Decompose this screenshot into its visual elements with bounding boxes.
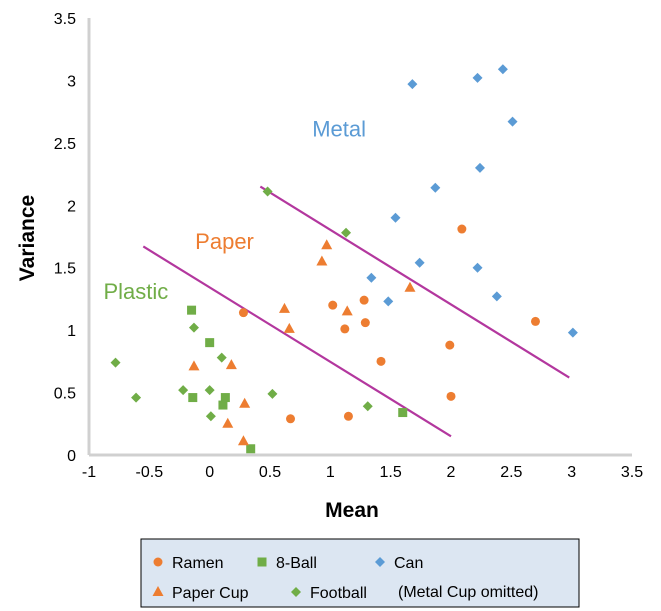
region-label-paper: Paper (195, 229, 254, 254)
point-paper-cup (316, 255, 328, 266)
y-tick-labels: 0 0.5 1 1.5 2 2.5 3 3.5 (54, 11, 76, 465)
x-tick-label: -1 (82, 464, 96, 481)
point-ramen (376, 356, 386, 366)
point-8-ball (218, 400, 228, 410)
point-paper-cup (188, 360, 200, 371)
point-8-ball (398, 408, 408, 418)
point-paper-cup (321, 239, 333, 250)
y-tick-label: 2.5 (54, 136, 76, 153)
legend-marker-can (375, 557, 385, 567)
point-8-ball (220, 393, 230, 403)
point-8-ball (205, 338, 215, 348)
y-axis-title: Variance (16, 195, 39, 281)
point-football (178, 385, 189, 396)
legend-box (140, 538, 580, 608)
x-tick-label: -0.5 (136, 464, 164, 481)
point-8-ball (188, 393, 198, 403)
legend-label-ramen: Ramen (172, 555, 224, 572)
y-tick-label: 3.5 (54, 11, 76, 28)
point-ramen (457, 224, 467, 234)
point-ramen (360, 318, 370, 328)
point-paper-cup (404, 281, 416, 292)
y-tick-label: 1.5 (54, 261, 76, 278)
legend-marker-paper-cup (152, 586, 164, 596)
point-ramen (446, 391, 456, 401)
data-points (110, 64, 578, 454)
point-can (430, 182, 441, 193)
x-tick-label: 3 (567, 464, 576, 481)
point-paper-cup (341, 305, 353, 316)
point-8-ball (246, 444, 256, 454)
legend: Ramen 8-Ball Can Paper Cup Football (Metal C… (140, 538, 580, 608)
y-tick-label: 2 (67, 198, 76, 215)
region-label-plastic: Plastic (103, 279, 168, 304)
point-ramen (343, 411, 353, 421)
legend-label-paper-cup: Paper Cup (172, 585, 249, 602)
x-tick-label: 1.5 (380, 464, 402, 481)
point-football (188, 322, 199, 333)
point-football (267, 388, 278, 399)
point-can (472, 262, 483, 273)
x-tick-labels: -1 -0.5 0 0.5 1 1.5 2 2.5 3 3.5 (82, 464, 643, 481)
point-paper-cup (225, 359, 237, 370)
point-football (341, 227, 352, 238)
axes (87, 18, 632, 457)
point-can (472, 72, 483, 83)
boundary-line (142, 245, 452, 438)
point-can (491, 291, 502, 302)
y-tick-label: 0.5 (54, 386, 76, 403)
point-8-ball (187, 305, 197, 315)
point-paper-cup (222, 417, 234, 428)
point-ramen (340, 324, 350, 334)
x-axis-title: Mean (325, 499, 379, 522)
point-ramen (530, 316, 540, 326)
point-can (497, 64, 508, 75)
point-football (205, 411, 216, 422)
point-ramen (445, 340, 455, 350)
point-paper-cup (239, 397, 251, 408)
point-can (383, 296, 394, 307)
point-football (362, 401, 373, 412)
point-football (262, 186, 273, 197)
point-football (131, 392, 142, 403)
point-can (474, 162, 485, 173)
legend-marker-football (291, 587, 301, 597)
point-can (366, 272, 377, 283)
legend-note: (Metal Cup omitted) (398, 584, 539, 601)
point-football (204, 385, 215, 396)
region-labels: Metal Paper Plastic (103, 117, 366, 304)
legend-marker-8-ball (257, 557, 267, 567)
y-tick-label: 0 (67, 448, 76, 465)
x-tick-label: 0 (205, 464, 214, 481)
x-tick-label: 2 (447, 464, 456, 481)
point-can (390, 212, 401, 223)
x-tick-label: 2.5 (500, 464, 522, 481)
point-can (507, 116, 518, 127)
point-can (567, 327, 578, 338)
point-paper-cup (283, 322, 295, 333)
point-ramen (328, 300, 338, 310)
y-tick-label: 3 (67, 73, 76, 90)
legend-marker-ramen (153, 557, 163, 567)
x-tick-label: 1 (326, 464, 335, 481)
boundary-line (259, 185, 570, 379)
legend-label-football: Football (310, 585, 367, 602)
point-can (414, 257, 425, 268)
x-tick-label: 0.5 (259, 464, 281, 481)
boundary-lines (142, 185, 570, 438)
point-ramen (286, 414, 296, 424)
legend-label-8-ball: 8-Ball (276, 555, 317, 572)
point-can (407, 79, 418, 90)
point-football (110, 357, 121, 368)
y-tick-label: 1 (67, 323, 76, 340)
point-ramen (359, 295, 369, 305)
x-tick-label: 3.5 (621, 464, 643, 481)
point-football (216, 352, 227, 363)
region-label-metal: Metal (312, 117, 366, 142)
point-paper-cup (237, 435, 249, 446)
legend-label-can: Can (394, 555, 423, 572)
point-ramen (238, 308, 248, 318)
point-paper-cup (278, 302, 290, 313)
